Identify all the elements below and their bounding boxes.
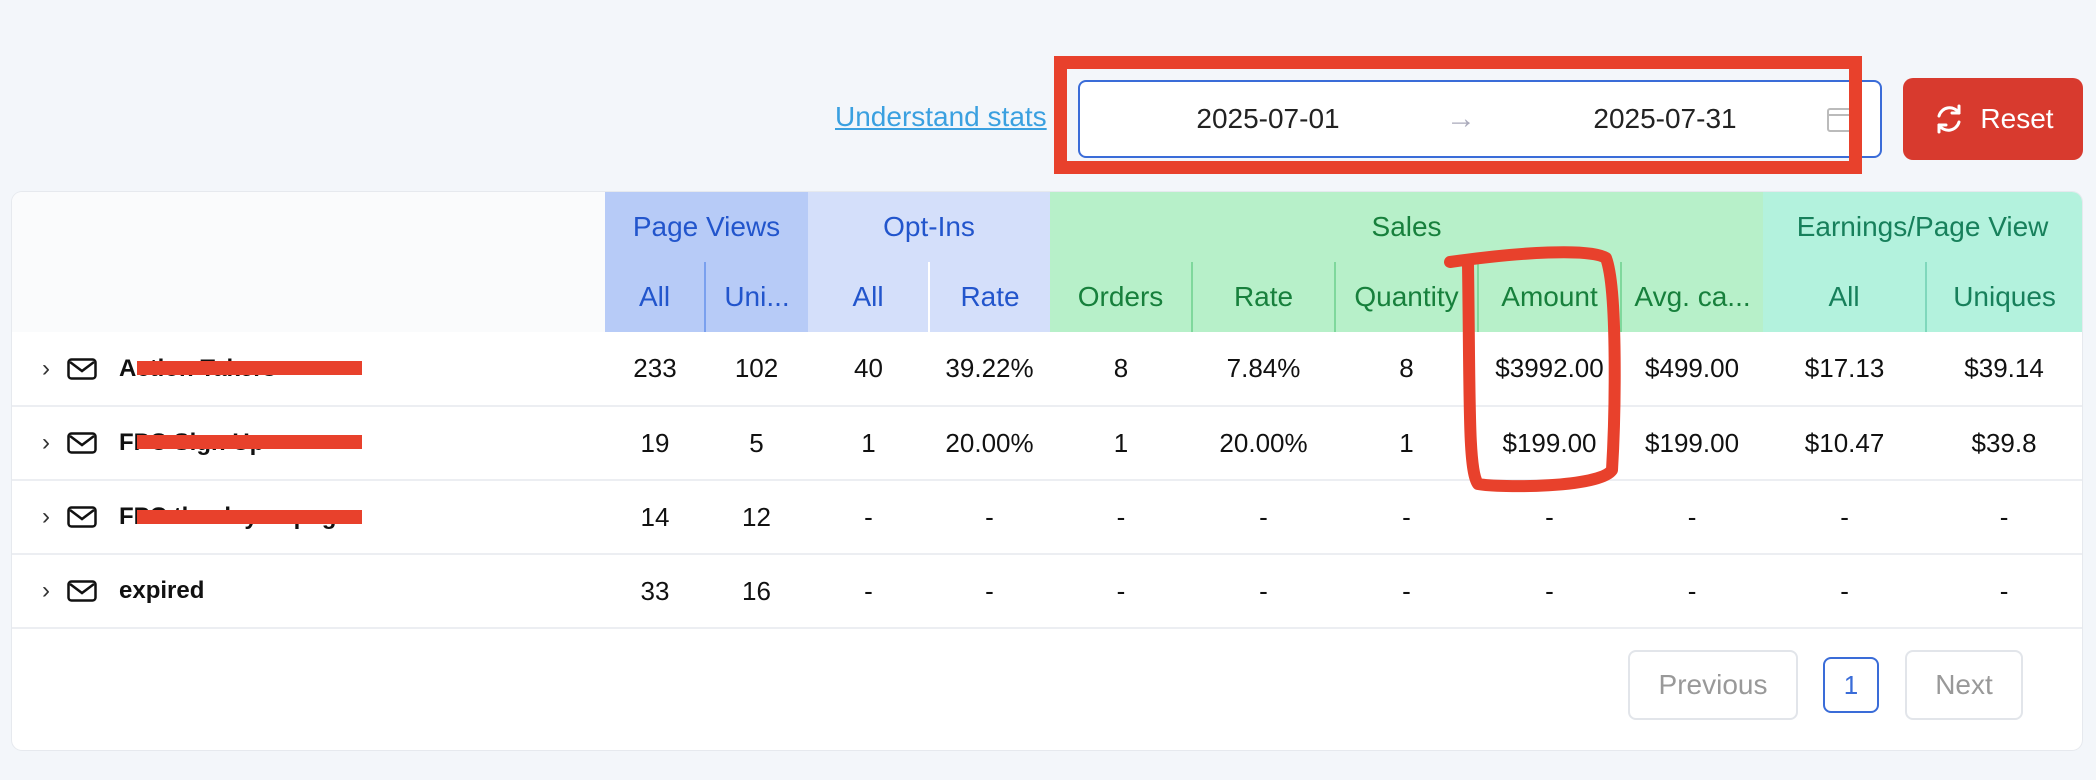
group-opt-ins: Opt-Ins: [808, 192, 1051, 262]
cell-epv-all: $10.47: [1763, 406, 1927, 481]
row-name-cell: FPC Sign Up: [67, 406, 605, 481]
page-1-button[interactable]: 1: [1823, 657, 1879, 713]
col-opt-ins-all[interactable]: All: [808, 262, 930, 332]
cell-quantity: -: [1335, 480, 1479, 555]
cell-epv-uniques: $39.8: [1926, 406, 2082, 481]
cell-pv-uniques: 12: [705, 480, 809, 555]
cell-optin-all: -: [808, 554, 930, 629]
col-opt-ins-rate[interactable]: Rate: [928, 262, 1051, 332]
cell-epv-all: -: [1763, 554, 1927, 629]
stats-card: Page Views Opt-Ins Sales Earnings/Page V…: [12, 192, 2082, 750]
expand-chevron-icon[interactable]: ›: [12, 406, 67, 481]
cell-sales-rate: -: [1192, 554, 1336, 629]
col-sales-orders[interactable]: Orders: [1050, 262, 1193, 332]
cell-orders: -: [1050, 480, 1193, 555]
next-page-button[interactable]: Next: [1905, 650, 2023, 720]
row-name: FPC thank you page: [119, 503, 350, 530]
understand-stats-link[interactable]: Understand stats: [835, 101, 1047, 132]
cell-avg-cart: $499.00: [1621, 332, 1764, 407]
cell-orders: 8: [1050, 332, 1193, 407]
cell-pv-uniques: 102: [705, 332, 809, 407]
mail-icon: [67, 506, 97, 528]
cell-optin-rate: 20.00%: [929, 406, 1051, 481]
group-earnings-per-page-view: Earnings/Page View: [1763, 192, 2082, 262]
row-name-cell: expired: [67, 554, 605, 629]
reset-label: Reset: [1980, 103, 2054, 134]
cell-quantity: -: [1335, 554, 1479, 629]
mail-icon: [67, 432, 97, 454]
col-sales-amount[interactable]: Amount: [1477, 262, 1622, 332]
col-epv-uniques[interactable]: Uniques: [1925, 262, 2082, 332]
table-row: › expired 33 16- - - - - - - - -: [12, 554, 2082, 629]
cell-optin-rate: 39.22%: [929, 332, 1051, 407]
cell-amount: $199.00: [1478, 406, 1622, 481]
date-range-picker[interactable]: 2025-07-01 → 2025-07-31: [1078, 80, 1882, 158]
calendar-icon: [1827, 108, 1853, 132]
row-name: FPC Sign Up: [119, 429, 265, 456]
cell-epv-uniques: -: [1926, 554, 2082, 629]
cell-quantity: 1: [1335, 406, 1479, 481]
arrow-right-icon: →: [1446, 102, 1476, 135]
cell-sales-rate: 20.00%: [1192, 406, 1336, 481]
expand-chevron-icon[interactable]: ›: [12, 332, 67, 407]
group-page-views: Page Views: [605, 192, 809, 262]
expand-chevron-icon[interactable]: ›: [12, 480, 67, 555]
cell-pv-all: 33: [605, 554, 705, 629]
row-name-cell: FPC thank you page: [67, 480, 605, 555]
name-header: [12, 192, 605, 332]
cell-optin-rate: -: [929, 480, 1051, 555]
cell-pv-all: 233: [605, 332, 705, 407]
row-name: expired: [119, 577, 205, 604]
cell-sales-rate: 7.84%: [1192, 332, 1336, 407]
cell-sales-rate: -: [1192, 480, 1336, 555]
previous-page-button[interactable]: Previous: [1628, 650, 1798, 720]
date-end-input[interactable]: 2025-07-31: [1593, 103, 1737, 134]
group-sales: Sales: [1050, 192, 1764, 262]
cell-orders: -: [1050, 554, 1193, 629]
cell-pv-all: 19: [605, 406, 705, 481]
date-start-input[interactable]: 2025-07-01: [1196, 103, 1340, 134]
cell-avg-cart: $199.00: [1621, 406, 1764, 481]
cell-avg-cart: -: [1621, 480, 1764, 555]
table-row: › FPC Sign Up 19 5 1 20.00% 1 20.00% 1 $199.00 $19…: [12, 406, 2082, 481]
cell-pv-all: 14: [605, 480, 705, 555]
cell-amount: -: [1478, 480, 1622, 555]
cell-epv-uniques: $39.14: [1926, 332, 2082, 407]
stats-table: Page Views Opt-Ins Sales Earnings/Page V…: [12, 192, 2082, 629]
col-epv-all[interactable]: All: [1763, 262, 1927, 332]
cell-quantity: 8: [1335, 332, 1479, 407]
col-sales-quantity[interactable]: Quantity: [1334, 262, 1479, 332]
col-sales-avg-cart[interactable]: Avg. ca...: [1620, 262, 1764, 332]
cell-pv-uniques: 16: [705, 554, 809, 629]
cell-pv-uniques: 5: [705, 406, 809, 481]
row-name-cell: Action Takers: [67, 332, 605, 407]
cell-epv-all: $17.13: [1763, 332, 1927, 407]
cell-orders: 1: [1050, 406, 1193, 481]
cell-epv-uniques: -: [1926, 480, 2082, 555]
cell-amount: $3992.00: [1478, 332, 1622, 407]
table-row: › Action Takers 233 102 40 39.22% 8 7.84% 8 $3992…: [12, 332, 2082, 407]
cell-epv-all: -: [1763, 480, 1927, 555]
row-name: Action Takers: [119, 354, 276, 382]
cell-amount: -: [1478, 554, 1622, 629]
col-page-views-uniques[interactable]: Uni...: [703, 262, 809, 332]
cell-optin-all: -: [808, 480, 930, 555]
expand-chevron-icon[interactable]: ›: [12, 554, 67, 629]
cell-optin-rate: -: [929, 554, 1051, 629]
col-sales-rate[interactable]: Rate: [1191, 262, 1336, 332]
col-page-views-all[interactable]: All: [605, 262, 705, 332]
cell-avg-cart: -: [1621, 554, 1764, 629]
refresh-icon: [1937, 104, 1961, 134]
mail-icon: [67, 580, 97, 602]
mail-icon: [67, 357, 97, 380]
cell-optin-all: 40: [808, 332, 930, 407]
cell-optin-all: 1: [808, 406, 930, 481]
reset-button[interactable]: Reset: [1903, 78, 2083, 160]
table-row: › FPC thank you page 14 12- - - - - - - - -: [12, 480, 2082, 555]
